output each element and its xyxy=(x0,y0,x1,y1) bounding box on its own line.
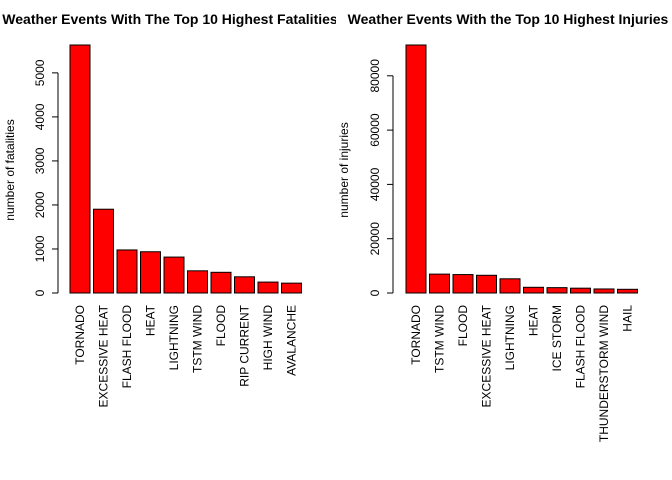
fatalities-category-label: FLOOD xyxy=(214,305,228,347)
injuries-category-label: FLASH FLOOD xyxy=(574,305,588,389)
fatalities-y-tick-label: 4000 xyxy=(33,103,47,130)
injuries-category-label: TSTM WIND xyxy=(433,305,447,373)
fatalities-chart-title: Weather Events With The Top 10 Highest F… xyxy=(2,11,338,27)
fatalities-category-label: AVALANCHE xyxy=(285,305,299,376)
injuries-chart-panel: Weather Events With the Top 10 Highest I… xyxy=(337,11,669,442)
injuries-category-label: EXCESSIVE HEAT xyxy=(480,304,494,407)
injuries-bar xyxy=(593,288,615,294)
injuries-y-tick-label: 20000 xyxy=(368,222,382,256)
fatalities-category-label: HIGH WIND xyxy=(261,305,275,371)
injuries-category-label: THUNDERSTORM WIND xyxy=(597,305,611,442)
fatalities-category-label: RIP CURRENT xyxy=(238,304,252,386)
fatalities-bar xyxy=(187,270,208,294)
injuries-bar xyxy=(523,286,544,294)
injuries-y-tick-label: 60000 xyxy=(368,113,382,147)
fatalities-category-label: TSTM WIND xyxy=(191,305,205,373)
injuries-bar xyxy=(617,288,638,294)
fatalities-bar xyxy=(93,208,114,294)
fatalities-category-label: LIGHTNING xyxy=(167,305,181,370)
injuries-category-label: LIGHTNING xyxy=(503,305,517,370)
injuries-bar xyxy=(546,287,568,294)
injuries-y-tick-label: 0 xyxy=(368,289,382,296)
fatalities-bar xyxy=(234,276,255,294)
injuries-bar xyxy=(570,287,591,294)
fatalities-y-tick-label: 1000 xyxy=(33,235,47,262)
injuries-bar xyxy=(476,274,497,294)
injuries-bar xyxy=(405,44,427,294)
injuries-category-label: TORNADO xyxy=(409,305,423,365)
fatalities-bar xyxy=(210,271,232,294)
fatalities-bars: 0 1000 2000 3000 4000 5000 TORNADO EXCESSIVE HE… xyxy=(33,44,302,407)
fatalities-chart-panel: Weather Events With The Top 10 Highest F… xyxy=(2,11,338,407)
fatalities-category-label: TORNADO xyxy=(73,305,87,365)
fatalities-bar xyxy=(116,249,138,294)
injuries-bar xyxy=(499,278,521,294)
injuries-chart-title: Weather Events With the Top 10 Highest I… xyxy=(348,11,669,27)
injuries-y-tick-label: 40000 xyxy=(368,167,382,201)
injuries-bar xyxy=(452,274,474,294)
injuries-category-label: HAIL xyxy=(621,305,635,332)
fatalities-bar xyxy=(281,282,302,294)
fatalities-category-label: HEAT xyxy=(144,304,158,336)
injuries-y-axis-label: number of injuries xyxy=(337,122,351,217)
fatalities-bar xyxy=(69,44,91,294)
fatalities-y-tick-label: 2000 xyxy=(33,191,47,218)
fatalities-category-label: FLASH FLOOD xyxy=(120,305,134,389)
injuries-bars: 0 20000 40000 60000 80000 TORNADO TSTM WIND FLO… xyxy=(368,44,638,442)
fatalities-bar xyxy=(140,251,161,294)
injuries-category-label: FLOOD xyxy=(456,305,470,347)
fatalities-y-tick-label: 5000 xyxy=(33,59,47,86)
fatalities-y-axis-label: number of fatalities xyxy=(3,119,17,220)
fatalities-y-tick-label: 3000 xyxy=(33,147,47,174)
injuries-category-label: HEAT xyxy=(527,304,541,336)
injuries-category-label: ICE STORM xyxy=(550,305,564,371)
injuries-bar xyxy=(429,273,450,294)
fatalities-bar xyxy=(163,256,185,294)
fatalities-bar xyxy=(257,281,279,294)
fatalities-y-tick-label: 0 xyxy=(33,289,47,296)
injuries-y-tick-label: 80000 xyxy=(368,59,382,93)
fatalities-category-label: EXCESSIVE HEAT xyxy=(97,304,111,407)
